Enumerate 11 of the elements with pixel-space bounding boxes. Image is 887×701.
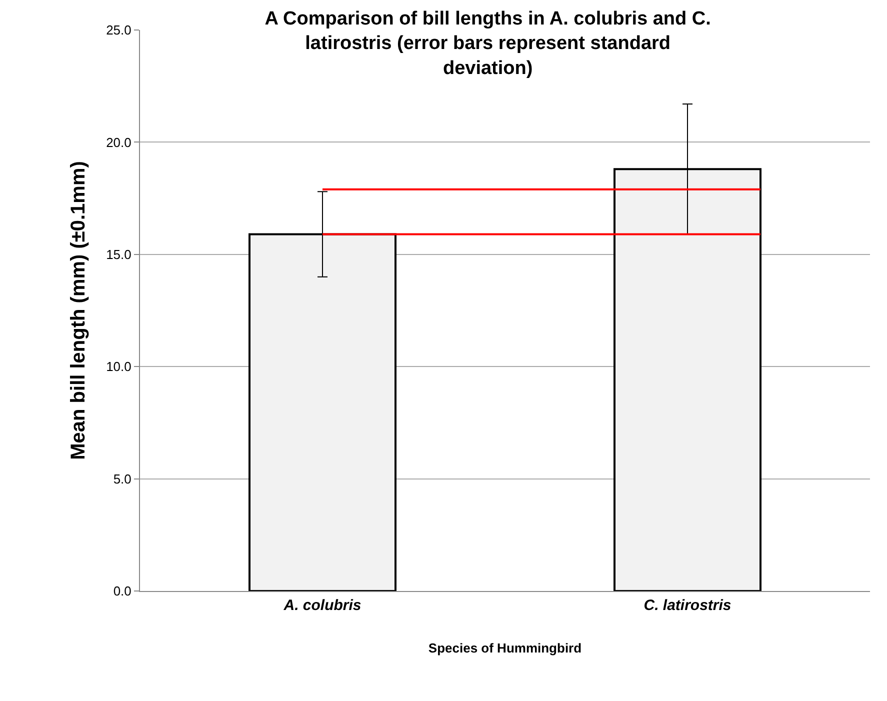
x-tick-label: C. latirostris [644,597,732,614]
x-tick-label: A. colubris [282,597,362,614]
x-axis-title: Species of Hummingbird [428,640,582,656]
y-tick-label: 5.0 [113,471,132,486]
y-tick-label: 25.0 [106,22,132,38]
y-tick-label: 0.0 [113,584,132,599]
y-tick-label: 10.0 [106,359,132,374]
chart-title: A Comparison of bill lengths in A. colubris and C. latirostris (error bars represent standard deviation) [264,8,711,79]
y-tick-label: 20.0 [106,134,132,150]
y-axis-title: Mean bill length (mm) (±0.1mm) [68,161,90,460]
y-tick-label: 15.0 [106,246,132,262]
